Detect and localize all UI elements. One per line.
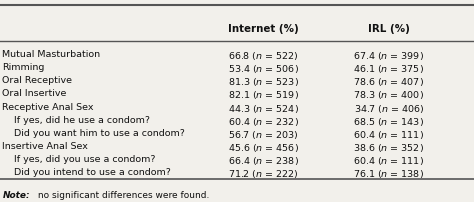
Text: If yes, did he use a condom?: If yes, did he use a condom? [2, 115, 150, 124]
Text: Mutual Masturbation: Mutual Masturbation [2, 49, 100, 58]
Text: 34.7 ($\it{n}$ = 406): 34.7 ($\it{n}$ = 406) [354, 102, 424, 114]
Text: 60.4 ($\it{n}$ = 232): 60.4 ($\it{n}$ = 232) [228, 115, 299, 127]
Text: 38.6 ($\it{n}$ = 352): 38.6 ($\it{n}$ = 352) [353, 141, 424, 153]
Text: Insertive Anal Sex: Insertive Anal Sex [2, 141, 88, 150]
Text: 66.8 ($\it{n}$ = 522): 66.8 ($\it{n}$ = 522) [228, 49, 299, 61]
Text: 67.4 ($\it{n}$ = 399): 67.4 ($\it{n}$ = 399) [353, 49, 424, 61]
Text: Rimming: Rimming [2, 63, 45, 72]
Text: 76.1 ($\it{n}$ = 138): 76.1 ($\it{n}$ = 138) [353, 168, 424, 180]
Text: 68.5 ($\it{n}$ = 143): 68.5 ($\it{n}$ = 143) [353, 115, 424, 127]
Text: IRL (%): IRL (%) [368, 24, 410, 34]
Text: 78.3 ($\it{n}$ = 400): 78.3 ($\it{n}$ = 400) [353, 89, 424, 101]
Text: no significant differences were found.: no significant differences were found. [35, 190, 209, 199]
Text: 56.7 ($\it{n}$ = 203): 56.7 ($\it{n}$ = 203) [228, 128, 298, 140]
Text: Did you want him to use a condom?: Did you want him to use a condom? [2, 128, 185, 137]
Text: 46.1 ($\it{n}$ = 375): 46.1 ($\it{n}$ = 375) [353, 63, 424, 75]
Text: 81.3 ($\it{n}$ = 523): 81.3 ($\it{n}$ = 523) [228, 76, 299, 88]
Text: 66.4 ($\it{n}$ = 238): 66.4 ($\it{n}$ = 238) [228, 155, 299, 166]
Text: If yes, did you use a condom?: If yes, did you use a condom? [2, 155, 156, 163]
Text: 60.4 ($\it{n}$ = 111): 60.4 ($\it{n}$ = 111) [353, 128, 424, 140]
Text: Internet (%): Internet (%) [228, 24, 299, 34]
Text: 53.4 ($\it{n}$ = 506): 53.4 ($\it{n}$ = 506) [228, 63, 299, 75]
Text: 45.6 ($\it{n}$ = 456): 45.6 ($\it{n}$ = 456) [228, 141, 299, 153]
Text: Did you intend to use a condom?: Did you intend to use a condom? [2, 168, 171, 177]
Text: 78.6 ($\it{n}$ = 407): 78.6 ($\it{n}$ = 407) [353, 76, 424, 88]
Text: 44.3 ($\it{n}$ = 524): 44.3 ($\it{n}$ = 524) [228, 102, 299, 114]
Text: Receptive Anal Sex: Receptive Anal Sex [2, 102, 94, 111]
Text: Note:: Note: [2, 190, 30, 199]
Text: Oral Insertive: Oral Insertive [2, 89, 67, 98]
Text: 60.4 ($\it{n}$ = 111): 60.4 ($\it{n}$ = 111) [353, 155, 424, 166]
Text: 71.2 ($\it{n}$ = 222): 71.2 ($\it{n}$ = 222) [228, 168, 298, 180]
Text: 82.1 ($\it{n}$ = 519): 82.1 ($\it{n}$ = 519) [228, 89, 299, 101]
Text: Oral Receptive: Oral Receptive [2, 76, 73, 85]
